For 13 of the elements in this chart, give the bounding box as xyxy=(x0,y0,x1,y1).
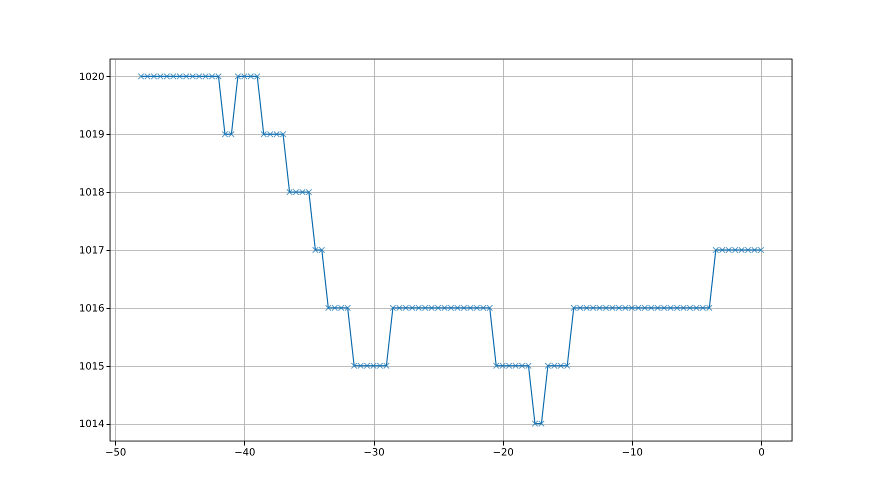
y-tick-label: 1015 xyxy=(79,361,104,372)
y-tick-label: 1018 xyxy=(79,188,104,199)
x-tick-label: −30 xyxy=(363,448,385,458)
x-tick-label: 0 xyxy=(758,448,765,458)
y-tick-label: 1017 xyxy=(79,246,104,256)
y-tick-label: 1016 xyxy=(79,303,104,314)
y-tick-label: 1019 xyxy=(79,130,104,141)
x-tick-label: −40 xyxy=(234,448,256,458)
x-tick-label: −50 xyxy=(105,448,126,458)
x-tick-label: −20 xyxy=(492,448,514,458)
y-tick-label: 1020 xyxy=(79,72,104,83)
x-tick-label: −10 xyxy=(622,448,643,458)
y-tick-label: 1014 xyxy=(79,419,104,430)
